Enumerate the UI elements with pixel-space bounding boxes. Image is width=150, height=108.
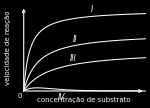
Text: II: II	[72, 35, 77, 44]
Text: I: I	[91, 5, 93, 14]
Text: III: III	[70, 54, 77, 63]
Text: velocidade de reação: velocidade de reação	[5, 10, 11, 85]
Text: concentração de substrato: concentração de substrato	[37, 97, 131, 103]
Text: IV: IV	[58, 93, 65, 102]
Text: 0: 0	[18, 93, 22, 99]
